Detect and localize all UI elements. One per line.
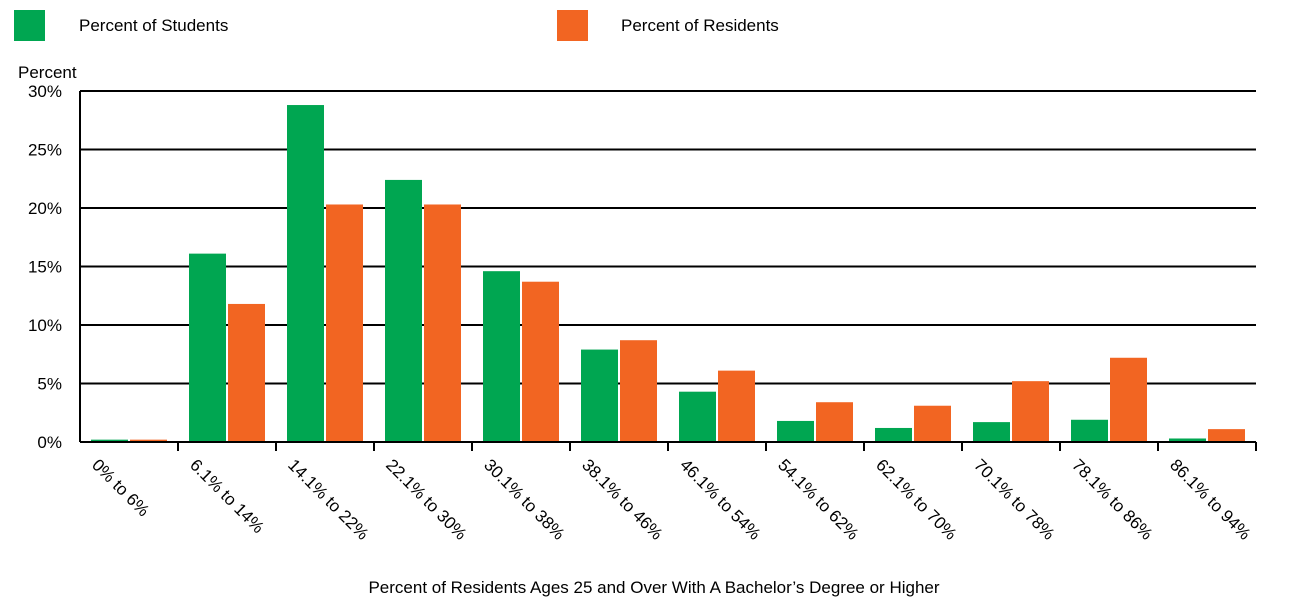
y-tick-label: 5%: [37, 375, 62, 394]
bar-residents: [522, 281, 559, 442]
y-tick-label: 10%: [28, 316, 62, 335]
x-tick-label: 70.1% to 78%: [970, 455, 1058, 543]
bar-residents: [1012, 381, 1049, 442]
x-tick-label: 6.1% to 14%: [186, 455, 268, 537]
bar-residents: [326, 204, 363, 442]
bar-students: [777, 420, 814, 442]
y-tick-label: 25%: [28, 141, 62, 160]
x-tick-label: 78.1% to 86%: [1068, 455, 1156, 543]
legend-swatch-residents: [557, 10, 588, 41]
bar-students: [581, 349, 618, 442]
x-tick-label: 30.1% to 38%: [480, 455, 568, 543]
legend: Percent of Students Percent of Residents: [14, 10, 779, 41]
x-tick-labels: 0% to 6% 6.1% to 14% 14.1% to 22% 22.1% to …: [88, 455, 1254, 543]
y-tick-labels: 0% 5% 10% 15% 20% 25% 30%: [28, 82, 62, 452]
bar-students: [287, 105, 324, 442]
bar-students: [1071, 419, 1108, 442]
bar-residents: [228, 303, 265, 442]
bar-residents: [1110, 357, 1147, 442]
x-tick-label: 38.1% to 46%: [578, 455, 666, 543]
bar-students: [189, 253, 226, 442]
bar-residents: [914, 405, 951, 442]
bar-residents: [1208, 429, 1245, 442]
bar-students: [91, 439, 128, 442]
y-tick-label: 20%: [28, 199, 62, 218]
bar-students: [679, 391, 716, 442]
legend-label-students: Percent of Students: [79, 16, 228, 35]
gridlines: [80, 90, 1256, 385]
bar-residents: [424, 204, 461, 442]
bar-students: [385, 179, 422, 443]
x-tick-label: 54.1% to 62%: [774, 455, 862, 543]
y-axis-title: Percent: [18, 63, 77, 82]
bar-residents: [620, 340, 657, 442]
bar-residents: [130, 439, 167, 442]
bar-residents: [718, 370, 755, 442]
x-tick-label: 86.1% to 94%: [1166, 455, 1254, 543]
bar-students: [1169, 438, 1206, 442]
x-axis: [79, 91, 1257, 451]
x-axis-title: Percent of Residents Ages 25 and Over Wi…: [368, 578, 939, 597]
legend-swatch-students: [14, 10, 45, 41]
legend-label-residents: Percent of Residents: [621, 16, 779, 35]
x-tick-label: 62.1% to 70%: [872, 455, 960, 543]
bar-students: [973, 422, 1010, 442]
y-tick-label: 0%: [37, 433, 62, 452]
bar-students: [875, 427, 912, 442]
x-tick-label: 0% to 6%: [88, 455, 153, 520]
x-tick-label: 14.1% to 22%: [284, 455, 372, 543]
x-tick-label: 46.1% to 54%: [676, 455, 764, 543]
bars: [91, 105, 1245, 443]
bar-residents: [816, 402, 853, 442]
y-tick-label: 30%: [28, 82, 62, 101]
bar-students: [483, 271, 520, 442]
x-tick-label: 22.1% to 30%: [382, 455, 470, 543]
y-tick-label: 15%: [28, 258, 62, 277]
